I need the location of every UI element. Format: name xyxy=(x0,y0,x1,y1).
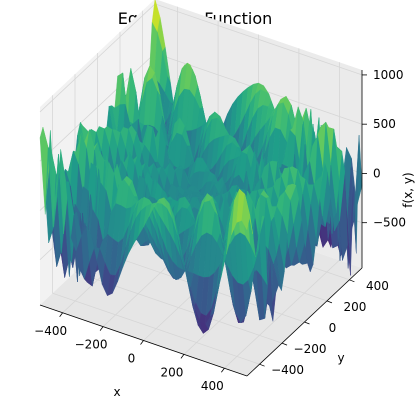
y-axis-label: y xyxy=(337,351,344,365)
y-grid-line xyxy=(74,74,283,344)
x-tick-mark xyxy=(221,367,225,373)
z-tick-label: 0 xyxy=(373,166,381,180)
x-axis-label: x xyxy=(113,385,120,399)
z-axis-label: f(x, y) xyxy=(401,172,415,207)
y-tick-mark xyxy=(349,279,355,283)
z-tick-label: 500 xyxy=(373,117,396,131)
x-tick-mark xyxy=(99,326,104,331)
x-tick-mark xyxy=(180,354,185,359)
surface-facet xyxy=(241,193,251,231)
y-tick-mark xyxy=(326,300,333,304)
x-tick-label: 400 xyxy=(201,379,224,393)
surface-plot xyxy=(39,0,363,335)
z-tick-label: −500 xyxy=(373,216,406,230)
x-tick-mark xyxy=(59,312,63,318)
x-grid-line xyxy=(224,62,340,369)
y-tick-mark xyxy=(281,342,288,346)
x-tick-label: −400 xyxy=(34,324,67,338)
y-tick-mark xyxy=(259,363,265,367)
y-tick-label: −200 xyxy=(294,342,327,356)
y-tick-label: 400 xyxy=(366,279,389,293)
y-tick-label: 0 xyxy=(329,321,337,335)
x-tick-mark xyxy=(140,340,144,345)
z-tick-label: 1000 xyxy=(373,68,404,82)
y-tick-mark xyxy=(304,321,310,325)
x-tick-label: −200 xyxy=(75,338,108,352)
tick-labels: −400−2000200400−400−2000200400−500050010… xyxy=(34,68,406,393)
y-tick-label: 200 xyxy=(344,300,367,314)
y-tick-label: −400 xyxy=(271,363,304,377)
x-tick-label: 0 xyxy=(128,352,136,366)
x-tick-label: 200 xyxy=(160,365,183,379)
